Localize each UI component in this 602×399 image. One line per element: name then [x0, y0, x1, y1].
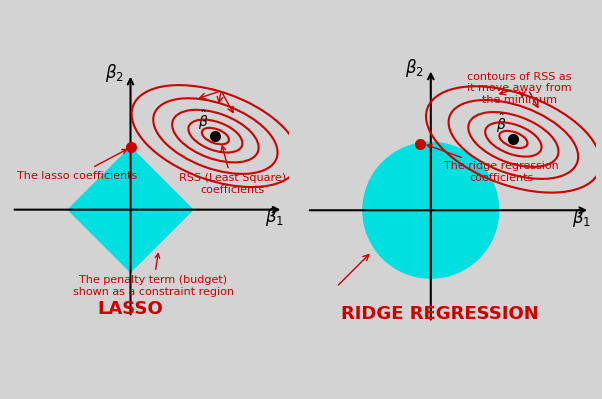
Text: LASSO: LASSO: [98, 300, 163, 318]
Text: $\beta_2$: $\beta_2$: [105, 62, 124, 84]
Text: The lasso coefficients: The lasso coefficients: [17, 150, 138, 180]
Text: $\beta_2$: $\beta_2$: [405, 57, 424, 79]
Text: $\beta_1$: $\beta_1$: [572, 207, 591, 229]
Text: The ridge regression
coefficients: The ridge regression coefficients: [427, 144, 559, 183]
Text: $\hat{\beta}$: $\hat{\beta}$: [198, 109, 209, 132]
Text: contours of RSS as
it move away from
the minimum: contours of RSS as it move away from the…: [467, 71, 571, 105]
Polygon shape: [68, 147, 193, 272]
Text: $\hat{\beta}$: $\hat{\beta}$: [496, 111, 506, 135]
Circle shape: [363, 142, 498, 278]
Text: $\beta_1$: $\beta_1$: [265, 206, 284, 228]
Text: RIDGE REGRESSION: RIDGE REGRESSION: [341, 305, 539, 324]
Text: The penalty term (budget)
shown as a constraint region: The penalty term (budget) shown as a con…: [73, 253, 234, 296]
Text: RSS (Least Square)
coefficients: RSS (Least Square) coefficients: [179, 146, 286, 195]
